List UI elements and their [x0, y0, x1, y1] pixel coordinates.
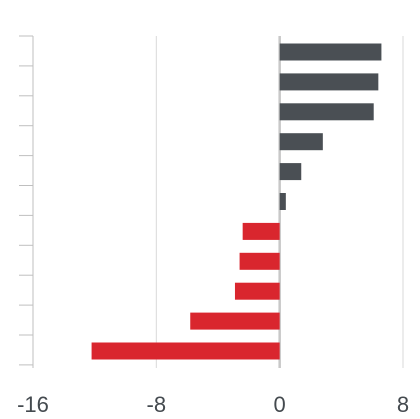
bar [279, 133, 323, 151]
x-tick-label: 0 [274, 392, 286, 417]
bar [279, 193, 286, 210]
bar [279, 163, 302, 181]
x-tick-label: -8 [147, 392, 167, 417]
bar [234, 282, 280, 300]
bar [279, 103, 374, 121]
bar [279, 43, 382, 61]
bar [279, 73, 379, 91]
bar [239, 252, 280, 270]
x-tick-label: 8 [397, 392, 409, 417]
bar [242, 222, 280, 240]
bar [190, 312, 280, 330]
bar [91, 342, 280, 360]
x-tick-label: -16 [17, 392, 49, 417]
